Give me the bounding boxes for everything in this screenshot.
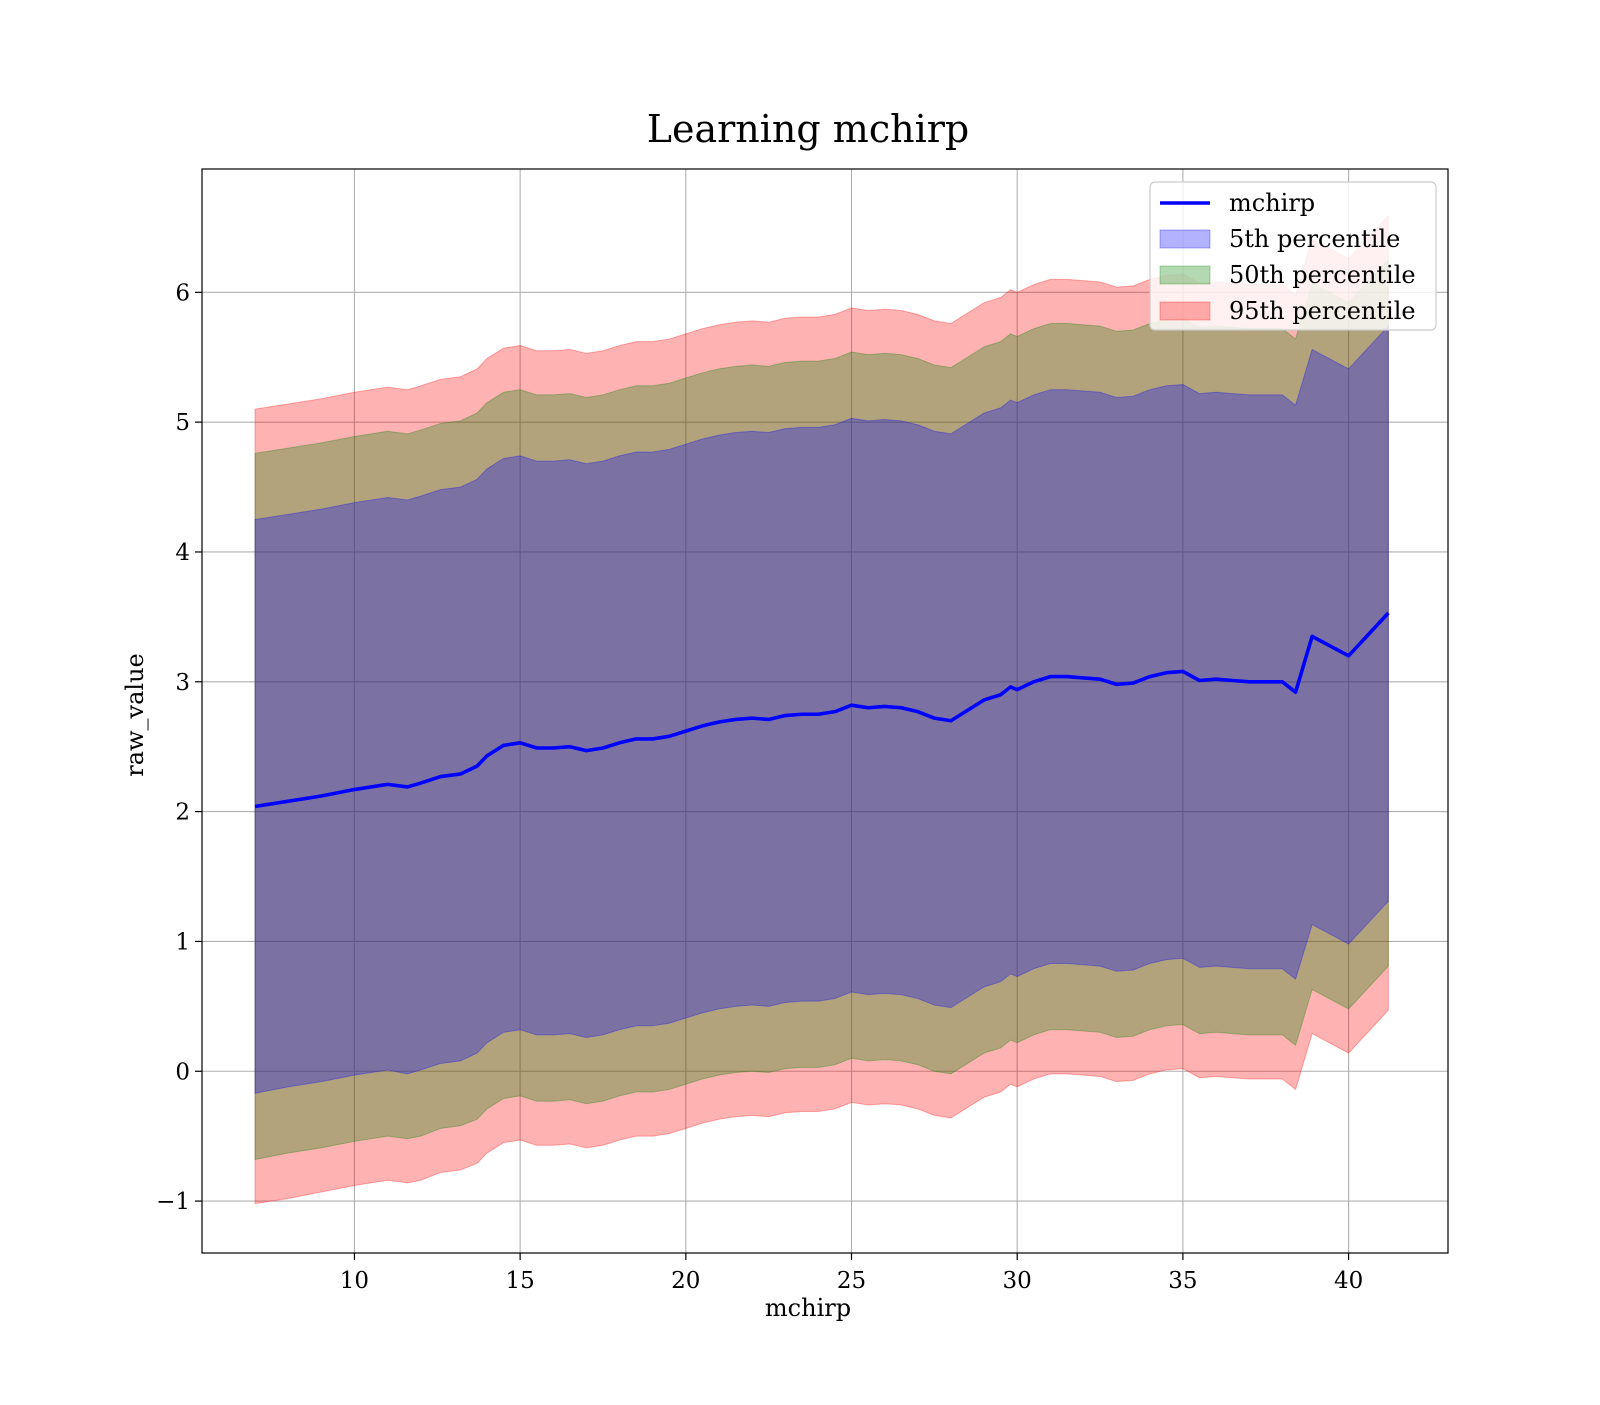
- x-tick-label: 35: [1168, 1268, 1197, 1294]
- legend-swatch-patch: [1159, 229, 1211, 249]
- grid: [202, 169, 1448, 1253]
- x-tick-label: 40: [1334, 1268, 1363, 1294]
- x-axis-label: mchirp: [765, 1294, 851, 1322]
- x-axis-ticks: 10 15 20 25 30 35 40: [340, 1253, 1363, 1294]
- y-tick-label: 4: [175, 540, 190, 566]
- y-tick-label: 6: [175, 280, 190, 306]
- y-tick-label: 0: [175, 1059, 190, 1085]
- y-tick-label: 2: [175, 800, 190, 826]
- x-tick-label: 25: [837, 1268, 866, 1294]
- band-95th-percentile: [254, 214, 1389, 1205]
- x-tick-label: 10: [340, 1268, 369, 1294]
- legend-entry-label: 95th percentile: [1229, 297, 1416, 325]
- plot-frame: [201, 168, 1449, 1254]
- x-tick-label: 30: [1003, 1268, 1032, 1294]
- y-axis-label: raw_value: [121, 653, 149, 777]
- legend-swatch-patch: [1159, 301, 1211, 321]
- legend-entry-label: 5th percentile: [1229, 225, 1400, 253]
- legend: mchirp 5th percentile 50th percentile 95th …: [1149, 181, 1437, 331]
- legend-entry-label: 50th percentile: [1229, 261, 1416, 289]
- chart-title: Learning mchirp: [647, 107, 969, 151]
- percentile-bands: [254, 214, 1389, 1205]
- band-5th-percentile: [254, 324, 1389, 1094]
- band-50th-percentile: [254, 258, 1389, 1161]
- mean-line: [254, 611, 1390, 809]
- legend-swatch-patch: [1159, 265, 1211, 285]
- series-line-mchirp: [254, 611, 1390, 809]
- y-tick-label: 3: [175, 670, 190, 696]
- y-tick-label: 5: [175, 410, 190, 436]
- legend-entry-label: mchirp: [1229, 189, 1315, 217]
- y-tick-label: 1: [175, 929, 190, 955]
- x-tick-label: 20: [671, 1268, 700, 1294]
- x-tick-label: 15: [505, 1268, 534, 1294]
- y-axis-ticks: −1 0 1 2 3 4 5 6: [156, 280, 202, 1215]
- legend-box: [1149, 181, 1437, 331]
- y-tick-label: −1: [156, 1189, 190, 1215]
